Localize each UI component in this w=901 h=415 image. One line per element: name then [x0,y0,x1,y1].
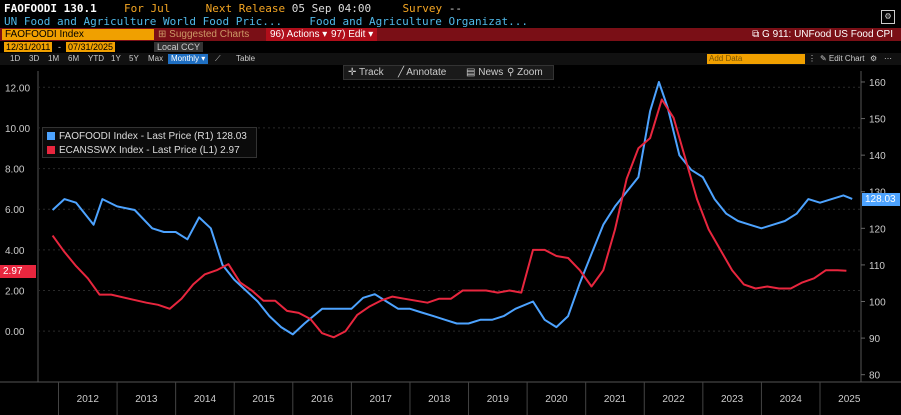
suggested-charts-label: Suggested Charts [169,29,250,40]
line-chart-icon[interactable]: ⟋ [215,54,221,63]
x-tick-label: 2025 [838,394,861,405]
actions-menu[interactable]: 96) Actions ▾ [266,28,332,41]
edit-menu[interactable]: 97) Edit ▾ [327,28,378,41]
date-bar: 12/31/2011 - 07/31/2025 Local CCY [0,41,901,53]
range-6m[interactable]: 6M [68,54,80,63]
x-tick-label: 2017 [370,394,393,405]
range-1m[interactable]: 1M [48,54,60,63]
range-bar: 1D 3D 1M 6M YTD 1Y 5Y Max Monthly ▾ ⟋ Ta… [0,53,901,65]
right-tick-label: 120 [869,224,886,235]
last-value: 130.1 [63,2,97,15]
right-tick-label: 110 [869,261,885,272]
line-chart-svg[interactable]: 12.00 10.00 8.00 6.00 4.00 2.00 0.00 160 150 140… [0,65,901,415]
security-field[interactable]: FAOFOODI Index [2,29,154,40]
x-tick-label: 2015 [252,394,275,405]
left-axis: 12.00 10.00 8.00 6.00 4.00 2.00 0.00 [5,83,30,338]
legend-item-ecansswx[interactable]: ECANSSWX Index - Last Price (L1) 2.97 [47,144,240,157]
right-tick-label: 100 [869,298,886,309]
range-1d[interactable]: 1D [10,54,21,63]
last-value-tag-right: 128.03 [862,192,900,206]
annotate-button[interactable]: ╱ Annotate [398,67,447,78]
chart-settings-icon[interactable]: ⚙ [870,54,878,63]
range-1y[interactable]: 1Y [111,54,121,63]
left-tick-label: 12.00 [5,83,30,94]
left-tick-label: 10.00 [5,124,30,135]
description-2: Food and Agriculture Organizat... [309,15,528,28]
track-button[interactable]: ✛ Track [348,67,384,78]
series-lines [51,81,853,339]
period-label: For Jul [123,2,171,15]
x-tick-label: 2018 [428,394,451,405]
left-tick-label: 4.00 [5,246,25,257]
range-ytd[interactable]: YTD [88,54,104,63]
x-tick-label: 2019 [487,394,510,405]
right-tick-label: 80 [869,371,881,382]
chart-options-icon[interactable]: ⋮ [808,54,816,63]
add-data-input[interactable]: Add Data [707,54,805,64]
range-3d[interactable]: 3D [29,54,40,63]
description-1: UN Food and Agriculture World Food Pric.… [4,15,283,28]
chart-title-label: G 911: UNFood US Food CPI [762,29,893,40]
x-tick-label: 2022 [662,394,685,405]
x-tick-label: 2023 [721,394,744,405]
next-release-label: Next Release [205,2,286,15]
chart-area[interactable]: 12.00 10.00 8.00 6.00 4.00 2.00 0.00 160 150 140… [0,65,901,415]
range-5y[interactable]: 5Y [129,54,139,63]
ticker-symbol[interactable]: FAOFOODI [4,2,57,15]
left-tick-label: 6.00 [5,205,25,216]
x-axis: 2012 2013 2014 2015 2016 2017 2018 2019 2020 2021… [58,382,861,415]
x-tick-label: 2024 [780,394,803,405]
chart-title: ⧉ G 911: UNFood US Food CPI [752,28,893,41]
survey-value: -- [448,2,463,15]
x-tick-label: 2012 [77,394,100,405]
right-axis: 1601501401301201101009080 [861,78,886,382]
faofoodi-series-line [51,81,853,336]
currency-dropdown[interactable]: Local CCY [154,42,204,52]
right-tick-label: 160 [869,78,886,89]
x-tick-label: 2021 [604,394,627,405]
x-tick-label: 2020 [545,394,568,405]
zoom-button[interactable]: ⚲ Zoom [507,67,543,78]
legend-label-faofoodi: FAOFOODI Index - Last Price (R1) 128.03 [59,131,247,142]
legend-label-ecansswx: ECANSSWX Index - Last Price (L1) 2.97 [59,145,240,156]
suggested-charts-button[interactable]: ⊞ Suggested Charts [158,29,250,40]
legend-swatch-blue [47,132,55,140]
frequency-dropdown[interactable]: Monthly ▾ [168,54,209,64]
table-button[interactable]: Table [236,54,256,63]
x-tick-label: 2013 [135,394,158,405]
header-row-1: FAOFOODI 130.1 For Jul Next Release 05 S… [4,2,462,15]
settings-gear-icon[interactable]: ⚙ [881,10,895,24]
left-tick-label: 0.00 [5,327,25,338]
external-link-icon[interactable]: ⧉ [752,29,760,40]
legend-swatch-red [47,146,55,154]
left-tick-label: 2.00 [5,287,25,298]
x-tick-label: 2016 [311,394,334,405]
right-tick-label: 90 [869,334,881,345]
last-value-tag-left: 2.97 [0,264,36,278]
chart-legend[interactable]: FAOFOODI Index - Last Price (R1) 128.03 … [42,127,257,158]
security-header: FAOFOODI 130.1 For Jul Next Release 05 S… [0,0,901,28]
survey-label: Survey [402,2,443,15]
legend-item-faofoodi[interactable]: FAOFOODI Index - Last Price (R1) 128.03 [47,130,247,143]
next-release-value: 05 Sep 04:00 [291,2,372,15]
news-button[interactable]: ▤ News [466,67,504,78]
more-icon[interactable]: ⋯ [884,54,892,63]
right-tick-label: 150 [869,115,886,126]
end-date-field[interactable]: 07/31/2025 [66,42,116,52]
right-tick-label: 140 [869,151,886,162]
start-date-field[interactable]: 12/31/2011 [4,42,53,52]
ecansswx-series-line [51,98,847,339]
command-bar: FAOFOODI Index ⊞ Suggested Charts 96) Ac… [0,28,901,41]
left-tick-label: 8.00 [5,165,25,176]
date-separator: - [58,42,61,52]
edit-chart-button[interactable]: ✎ Edit Chart [820,54,865,63]
header-row-2: UN Food and Agriculture World Food Pric.… [4,15,528,28]
x-tick-label: 2014 [194,394,217,405]
range-max[interactable]: Max [148,54,164,63]
chart-toolbar: ✛ Track ╱ Annotate ▤ News ⚲ Zoom [343,65,554,80]
